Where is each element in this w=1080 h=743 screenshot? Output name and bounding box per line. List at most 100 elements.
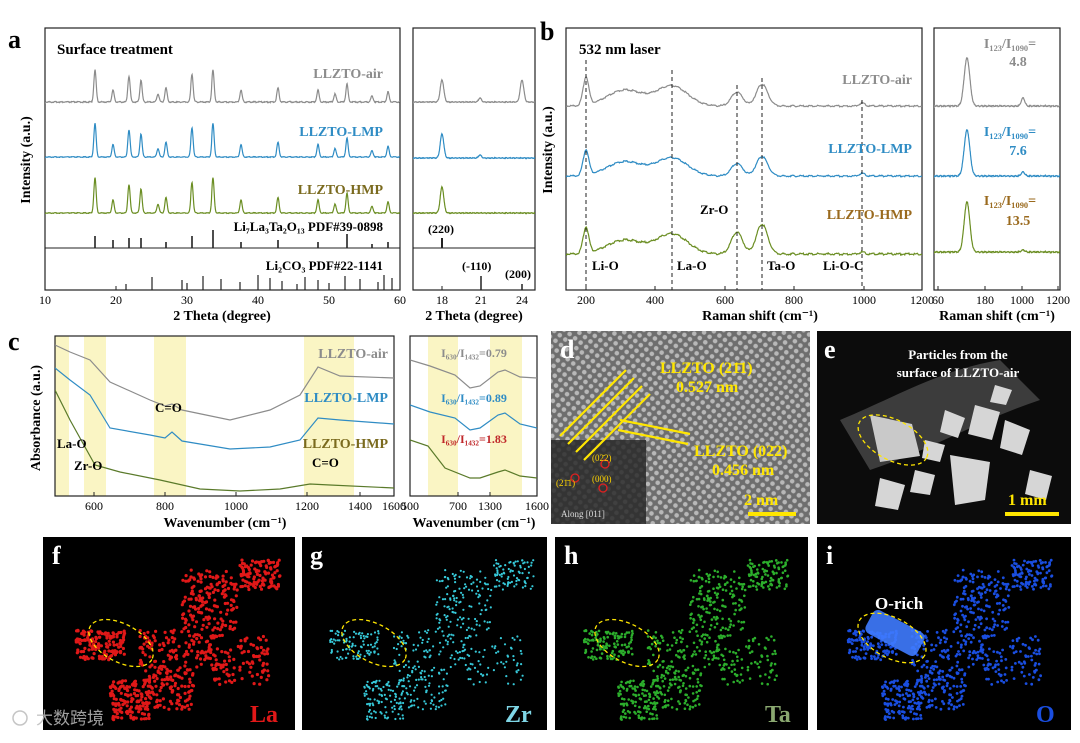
eds-dot	[188, 694, 192, 698]
eds-dot	[506, 655, 510, 658]
highlight-ellipse-i	[857, 612, 927, 664]
eds-dot	[462, 570, 465, 573]
eds-dot	[700, 642, 703, 646]
eds-dot	[387, 688, 390, 691]
eds-dot	[246, 566, 251, 570]
eds-dot	[904, 717, 907, 721]
eds-dot	[462, 646, 465, 649]
eds-dot	[227, 655, 231, 659]
panel-g-label: g	[310, 541, 323, 570]
eds-dot	[883, 701, 887, 705]
eds-dot	[966, 597, 970, 600]
eds-dot	[223, 659, 227, 663]
eds-dot	[1039, 571, 1042, 575]
eds-dot	[255, 582, 259, 586]
eds-dot	[1044, 576, 1048, 580]
panel-c-series-air: LLZTO-air	[318, 347, 388, 362]
eds-dot	[623, 698, 626, 701]
eds-dot	[660, 693, 664, 696]
tick-label: 1200	[910, 293, 934, 307]
eds-dot	[423, 650, 426, 653]
eds-dot	[1047, 569, 1051, 573]
eds-dot	[203, 575, 208, 579]
eds-dot	[960, 690, 963, 694]
tick-label: 600	[85, 499, 103, 513]
eds-dot	[523, 580, 526, 583]
eds-dot	[1008, 645, 1012, 648]
eds-dot	[1011, 639, 1015, 642]
eds-dot	[959, 630, 962, 633]
eds-dot	[1021, 665, 1025, 669]
panel-i-label: i	[826, 541, 833, 570]
eds-dot	[1007, 588, 1011, 592]
eds-dot	[740, 607, 743, 610]
eds-dot	[740, 621, 743, 624]
eds-dot	[946, 648, 950, 652]
eds-dot	[979, 596, 983, 599]
eds-dot	[666, 643, 669, 647]
eds-dot	[663, 677, 667, 680]
eds-dot	[903, 682, 907, 686]
eds-dot	[701, 633, 705, 636]
eds-dot	[402, 679, 405, 682]
eds-dot	[498, 573, 501, 577]
eds-dot	[128, 707, 132, 712]
eds-dot	[208, 574, 212, 579]
eds-dot	[435, 603, 438, 606]
eds-dot	[657, 697, 661, 700]
eds-dot	[406, 693, 409, 696]
tick-label: 1300	[478, 499, 502, 513]
eds-dot	[896, 693, 899, 696]
eds-dot	[755, 575, 759, 579]
eds-dot	[452, 594, 455, 597]
fft-spot-2	[600, 459, 610, 469]
eds-dot	[345, 637, 348, 640]
eds-dot	[163, 678, 167, 682]
eds-dot	[518, 579, 521, 582]
eds-dot	[967, 620, 970, 624]
panel-b-series-hmp: LLZTO-HMP	[827, 208, 913, 223]
eds-dot	[142, 642, 146, 646]
eds-dot	[1011, 646, 1015, 650]
eds-dot	[674, 641, 678, 645]
panel-c-ylabel: Absorbance (a.u.)	[29, 365, 44, 472]
eds-dot	[166, 641, 170, 645]
eds-dot	[365, 717, 369, 721]
tick-label: 24	[516, 293, 528, 307]
eds-dot	[464, 636, 467, 640]
eds-dot	[419, 636, 422, 639]
eds-dot	[772, 572, 776, 576]
eds-dot	[446, 585, 449, 588]
eds-dot	[113, 685, 117, 689]
eds-dot	[481, 587, 484, 590]
fft-spot-1	[570, 473, 580, 483]
eds-dot	[769, 671, 773, 674]
eds-dot	[701, 605, 704, 608]
eds-dot	[647, 704, 650, 708]
eds-dot	[886, 709, 890, 713]
eds-dot	[780, 576, 783, 580]
eds-dots-la	[74, 558, 282, 722]
eds-dot	[619, 702, 623, 706]
eds-dot	[692, 619, 696, 622]
eds-dot	[171, 640, 175, 644]
eds-dot	[1018, 572, 1022, 576]
eds-dot	[424, 702, 427, 705]
eds-dot	[389, 694, 392, 697]
eds-dot	[980, 643, 983, 647]
eds-dot	[954, 612, 957, 616]
eds-dot	[455, 650, 458, 653]
eds-dot	[682, 682, 685, 685]
eds-dot	[393, 705, 396, 708]
eds-dot	[725, 663, 728, 666]
eds-dot	[530, 561, 533, 564]
eds-dot	[262, 559, 266, 563]
eds-dot	[924, 636, 928, 639]
eds-dot	[388, 684, 391, 688]
eds-dot	[600, 652, 604, 655]
eds-dot	[91, 656, 95, 660]
eds-dot	[432, 645, 435, 648]
eds-dot	[599, 637, 602, 641]
eds-dot	[774, 652, 777, 655]
eds-dot	[925, 639, 929, 643]
